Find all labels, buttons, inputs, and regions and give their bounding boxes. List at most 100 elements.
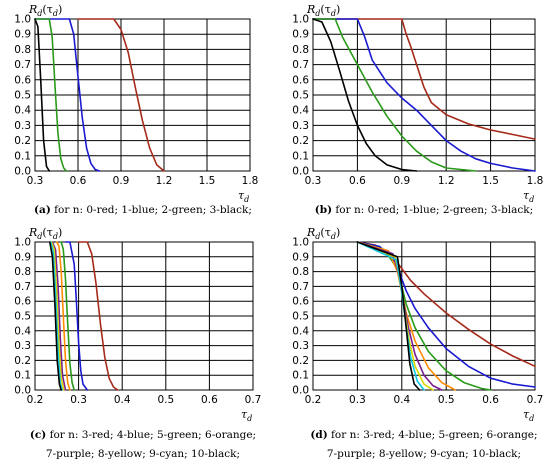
panel-caption: (c) for n: 3-red; 4-blue; 5-green; 6-ora… <box>30 429 256 441</box>
y-tick-label: 0.2 <box>292 355 309 367</box>
y-axis-label: Rd(τd) <box>306 3 340 18</box>
panel-caption: (d) for n: 3-red; 4-blue; 5-green; 6-ora… <box>310 429 537 441</box>
y-tick-label: 0.2 <box>292 135 309 147</box>
x-axis-label: τd <box>241 408 252 423</box>
x-axis-label: τd <box>523 408 534 423</box>
y-tick-label: 1.0 <box>292 14 309 26</box>
y-tick-label: 0.7 <box>14 59 31 71</box>
series-line-orange <box>55 241 71 391</box>
x-tick-label: 0.4 <box>114 394 131 406</box>
plot-frame <box>34 18 251 172</box>
x-tick-label: 1.2 <box>156 175 173 187</box>
series-line-green <box>34 18 68 172</box>
y-tick-label: 0.1 <box>14 150 31 162</box>
series-line-green <box>60 241 75 391</box>
series-line-red <box>77 241 119 391</box>
series-line-cyan <box>49 241 63 391</box>
x-tick-label: 0.6 <box>349 175 366 187</box>
series-line-black <box>356 241 421 391</box>
y-tick-label: 0.6 <box>14 74 31 86</box>
panel-caption-line2: 7-purple; 8-yellow; 9-cyan; 10-black; <box>46 448 240 460</box>
x-tick-label: 1.8 <box>242 175 259 187</box>
y-tick-label: 1.0 <box>14 237 31 249</box>
y-tick-label: 0.1 <box>14 370 31 382</box>
chart-panel-c: 0.0 0.1 0.2 0.3 0.4 0.5 0.6 0.7 0.8 0.9 1.0 0.2 0.3 0… <box>14 226 261 460</box>
y-tick-label: 0.3 <box>14 120 31 132</box>
y-tick-label: 0.1 <box>292 150 309 162</box>
y-tick-label: 0.4 <box>14 105 31 117</box>
x-tick-label: 0.6 <box>70 175 87 187</box>
series-line-blue <box>312 18 536 172</box>
x-tick-label: 0.3 <box>305 175 322 187</box>
y-tick-label: 0.7 <box>292 281 309 293</box>
x-tick-label: 0.4 <box>393 394 410 406</box>
y-tick-label: 0.8 <box>292 44 309 56</box>
series-line-green <box>312 18 477 172</box>
x-tick-label: 0.5 <box>438 394 455 406</box>
y-tick-label: 0.0 <box>292 385 309 397</box>
y-tick-label: 0.5 <box>14 311 31 323</box>
x-axis-label: τd <box>523 189 534 204</box>
y-tick-label: 0.2 <box>14 135 31 147</box>
y-tick-label: 0.7 <box>292 59 309 71</box>
x-tick-label: 0.9 <box>113 175 130 187</box>
series-line-black <box>48 241 63 391</box>
y-tick-label: 1.0 <box>292 237 309 249</box>
y-tick-label: 0.9 <box>292 29 309 41</box>
x-tick-label: 0.7 <box>245 394 262 406</box>
y-tick-label: 0.0 <box>14 166 31 178</box>
series-line-yellow <box>50 241 65 391</box>
y-tick-label: 0.4 <box>14 325 31 337</box>
series-line-black <box>312 18 418 172</box>
plot-frame <box>312 18 536 172</box>
y-axis-label: Rd(τd) <box>28 226 62 241</box>
x-tick-label: 0.9 <box>393 175 410 187</box>
series-line-red <box>312 18 536 140</box>
chart-panel-b: 0.0 0.1 0.2 0.3 0.4 0.5 0.6 0.7 0.8 0.9 1.0 0.3 0.6 0… <box>292 3 543 216</box>
x-tick-label: 1.8 <box>527 175 544 187</box>
y-tick-label: 0.6 <box>292 296 309 308</box>
y-tick-label: 0.3 <box>292 340 309 352</box>
x-tick-label: 0.6 <box>201 394 218 406</box>
y-tick-label: 0.7 <box>14 281 31 293</box>
x-tick-label: 1.2 <box>438 175 455 187</box>
panel-caption: (a) for n: 0-red; 1-blue; 2-green; 3-bla… <box>34 204 252 216</box>
y-tick-label: 0.9 <box>14 251 31 263</box>
y-tick-label: 0.5 <box>292 311 309 323</box>
chart-panel-d: 0.0 0.1 0.2 0.3 0.4 0.5 0.6 0.7 0.8 0.9 1.0 0.2 0.3 0… <box>292 226 543 460</box>
y-tick-label: 0.5 <box>292 90 309 102</box>
y-tick-label: 0.4 <box>292 105 309 117</box>
x-tick-label: 0.3 <box>70 394 87 406</box>
y-tick-label: 0.6 <box>14 296 31 308</box>
y-tick-label: 0.6 <box>292 74 309 86</box>
series-line-purple <box>356 241 443 391</box>
series-line-black <box>34 18 51 172</box>
chart-panel-a: 0.0 0.1 0.2 0.3 0.4 0.5 0.6 0.7 0.8 0.9 1.0 0.3 0.6 0… <box>14 3 258 216</box>
y-tick-label: 0.3 <box>14 340 31 352</box>
panel-caption-line2: 7-purple; 8-yellow; 9-cyan; 10-black; <box>327 448 521 460</box>
y-tick-label: 0.9 <box>14 29 31 41</box>
x-tick-label: 0.5 <box>157 394 174 406</box>
y-tick-label: 0.2 <box>14 355 31 367</box>
x-tick-label: 0.2 <box>305 394 322 406</box>
series-line-purple <box>51 241 67 391</box>
x-axis-label: τd <box>238 189 249 204</box>
y-tick-label: 0.1 <box>292 370 309 382</box>
y-tick-label: 0.9 <box>292 251 309 263</box>
y-tick-label: 0.5 <box>14 90 31 102</box>
series-line-red <box>77 18 165 172</box>
y-tick-label: 0.8 <box>14 266 31 278</box>
x-tick-label: 0.3 <box>349 394 366 406</box>
x-tick-label: 0.3 <box>27 175 44 187</box>
y-tick-label: 0.3 <box>292 120 309 132</box>
y-tick-label: 1.0 <box>14 14 31 26</box>
y-tick-label: 0.8 <box>14 44 31 56</box>
y-axis-label: Rd(τd) <box>306 226 340 241</box>
series-line-blue <box>64 241 89 391</box>
panel-caption: (b) for n: 0-red; 1-blue; 2-green; 3-bla… <box>315 204 533 216</box>
y-axis-label: Rd(τd) <box>28 3 62 18</box>
x-tick-label: 1.5 <box>199 175 216 187</box>
x-tick-label: 0.7 <box>527 394 544 406</box>
y-tick-label: 0.0 <box>14 385 31 397</box>
